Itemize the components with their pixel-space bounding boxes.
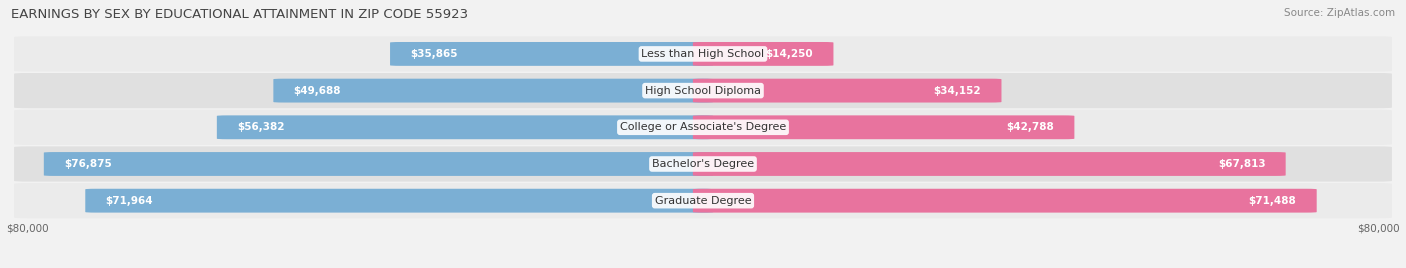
FancyBboxPatch shape bbox=[389, 42, 713, 66]
Text: $76,875: $76,875 bbox=[65, 159, 112, 169]
Text: $49,688: $49,688 bbox=[294, 85, 342, 96]
FancyBboxPatch shape bbox=[14, 146, 1392, 182]
Text: $67,813: $67,813 bbox=[1218, 159, 1265, 169]
FancyBboxPatch shape bbox=[273, 79, 713, 103]
FancyBboxPatch shape bbox=[44, 152, 713, 176]
Text: $14,250: $14,250 bbox=[765, 49, 813, 59]
FancyBboxPatch shape bbox=[693, 189, 1316, 213]
Text: Source: ZipAtlas.com: Source: ZipAtlas.com bbox=[1284, 8, 1395, 18]
Text: $56,382: $56,382 bbox=[238, 122, 284, 132]
FancyBboxPatch shape bbox=[693, 42, 834, 66]
Text: Graduate Degree: Graduate Degree bbox=[655, 196, 751, 206]
Text: Less than High School: Less than High School bbox=[641, 49, 765, 59]
FancyBboxPatch shape bbox=[693, 79, 1001, 103]
FancyBboxPatch shape bbox=[217, 116, 713, 139]
FancyBboxPatch shape bbox=[86, 189, 713, 213]
FancyBboxPatch shape bbox=[693, 152, 1285, 176]
Text: $42,788: $42,788 bbox=[1007, 122, 1054, 132]
FancyBboxPatch shape bbox=[14, 36, 1392, 72]
FancyBboxPatch shape bbox=[14, 73, 1392, 108]
Text: $71,488: $71,488 bbox=[1249, 196, 1296, 206]
Text: Bachelor's Degree: Bachelor's Degree bbox=[652, 159, 754, 169]
Text: $35,865: $35,865 bbox=[411, 49, 458, 59]
FancyBboxPatch shape bbox=[14, 110, 1392, 145]
Text: EARNINGS BY SEX BY EDUCATIONAL ATTAINMENT IN ZIP CODE 55923: EARNINGS BY SEX BY EDUCATIONAL ATTAINMEN… bbox=[11, 8, 468, 21]
Legend: Male, Female: Male, Female bbox=[647, 265, 759, 268]
FancyBboxPatch shape bbox=[693, 116, 1074, 139]
FancyBboxPatch shape bbox=[14, 183, 1392, 218]
Text: $34,152: $34,152 bbox=[934, 85, 981, 96]
Text: College or Associate's Degree: College or Associate's Degree bbox=[620, 122, 786, 132]
Text: $71,964: $71,964 bbox=[105, 196, 153, 206]
Text: High School Diploma: High School Diploma bbox=[645, 85, 761, 96]
